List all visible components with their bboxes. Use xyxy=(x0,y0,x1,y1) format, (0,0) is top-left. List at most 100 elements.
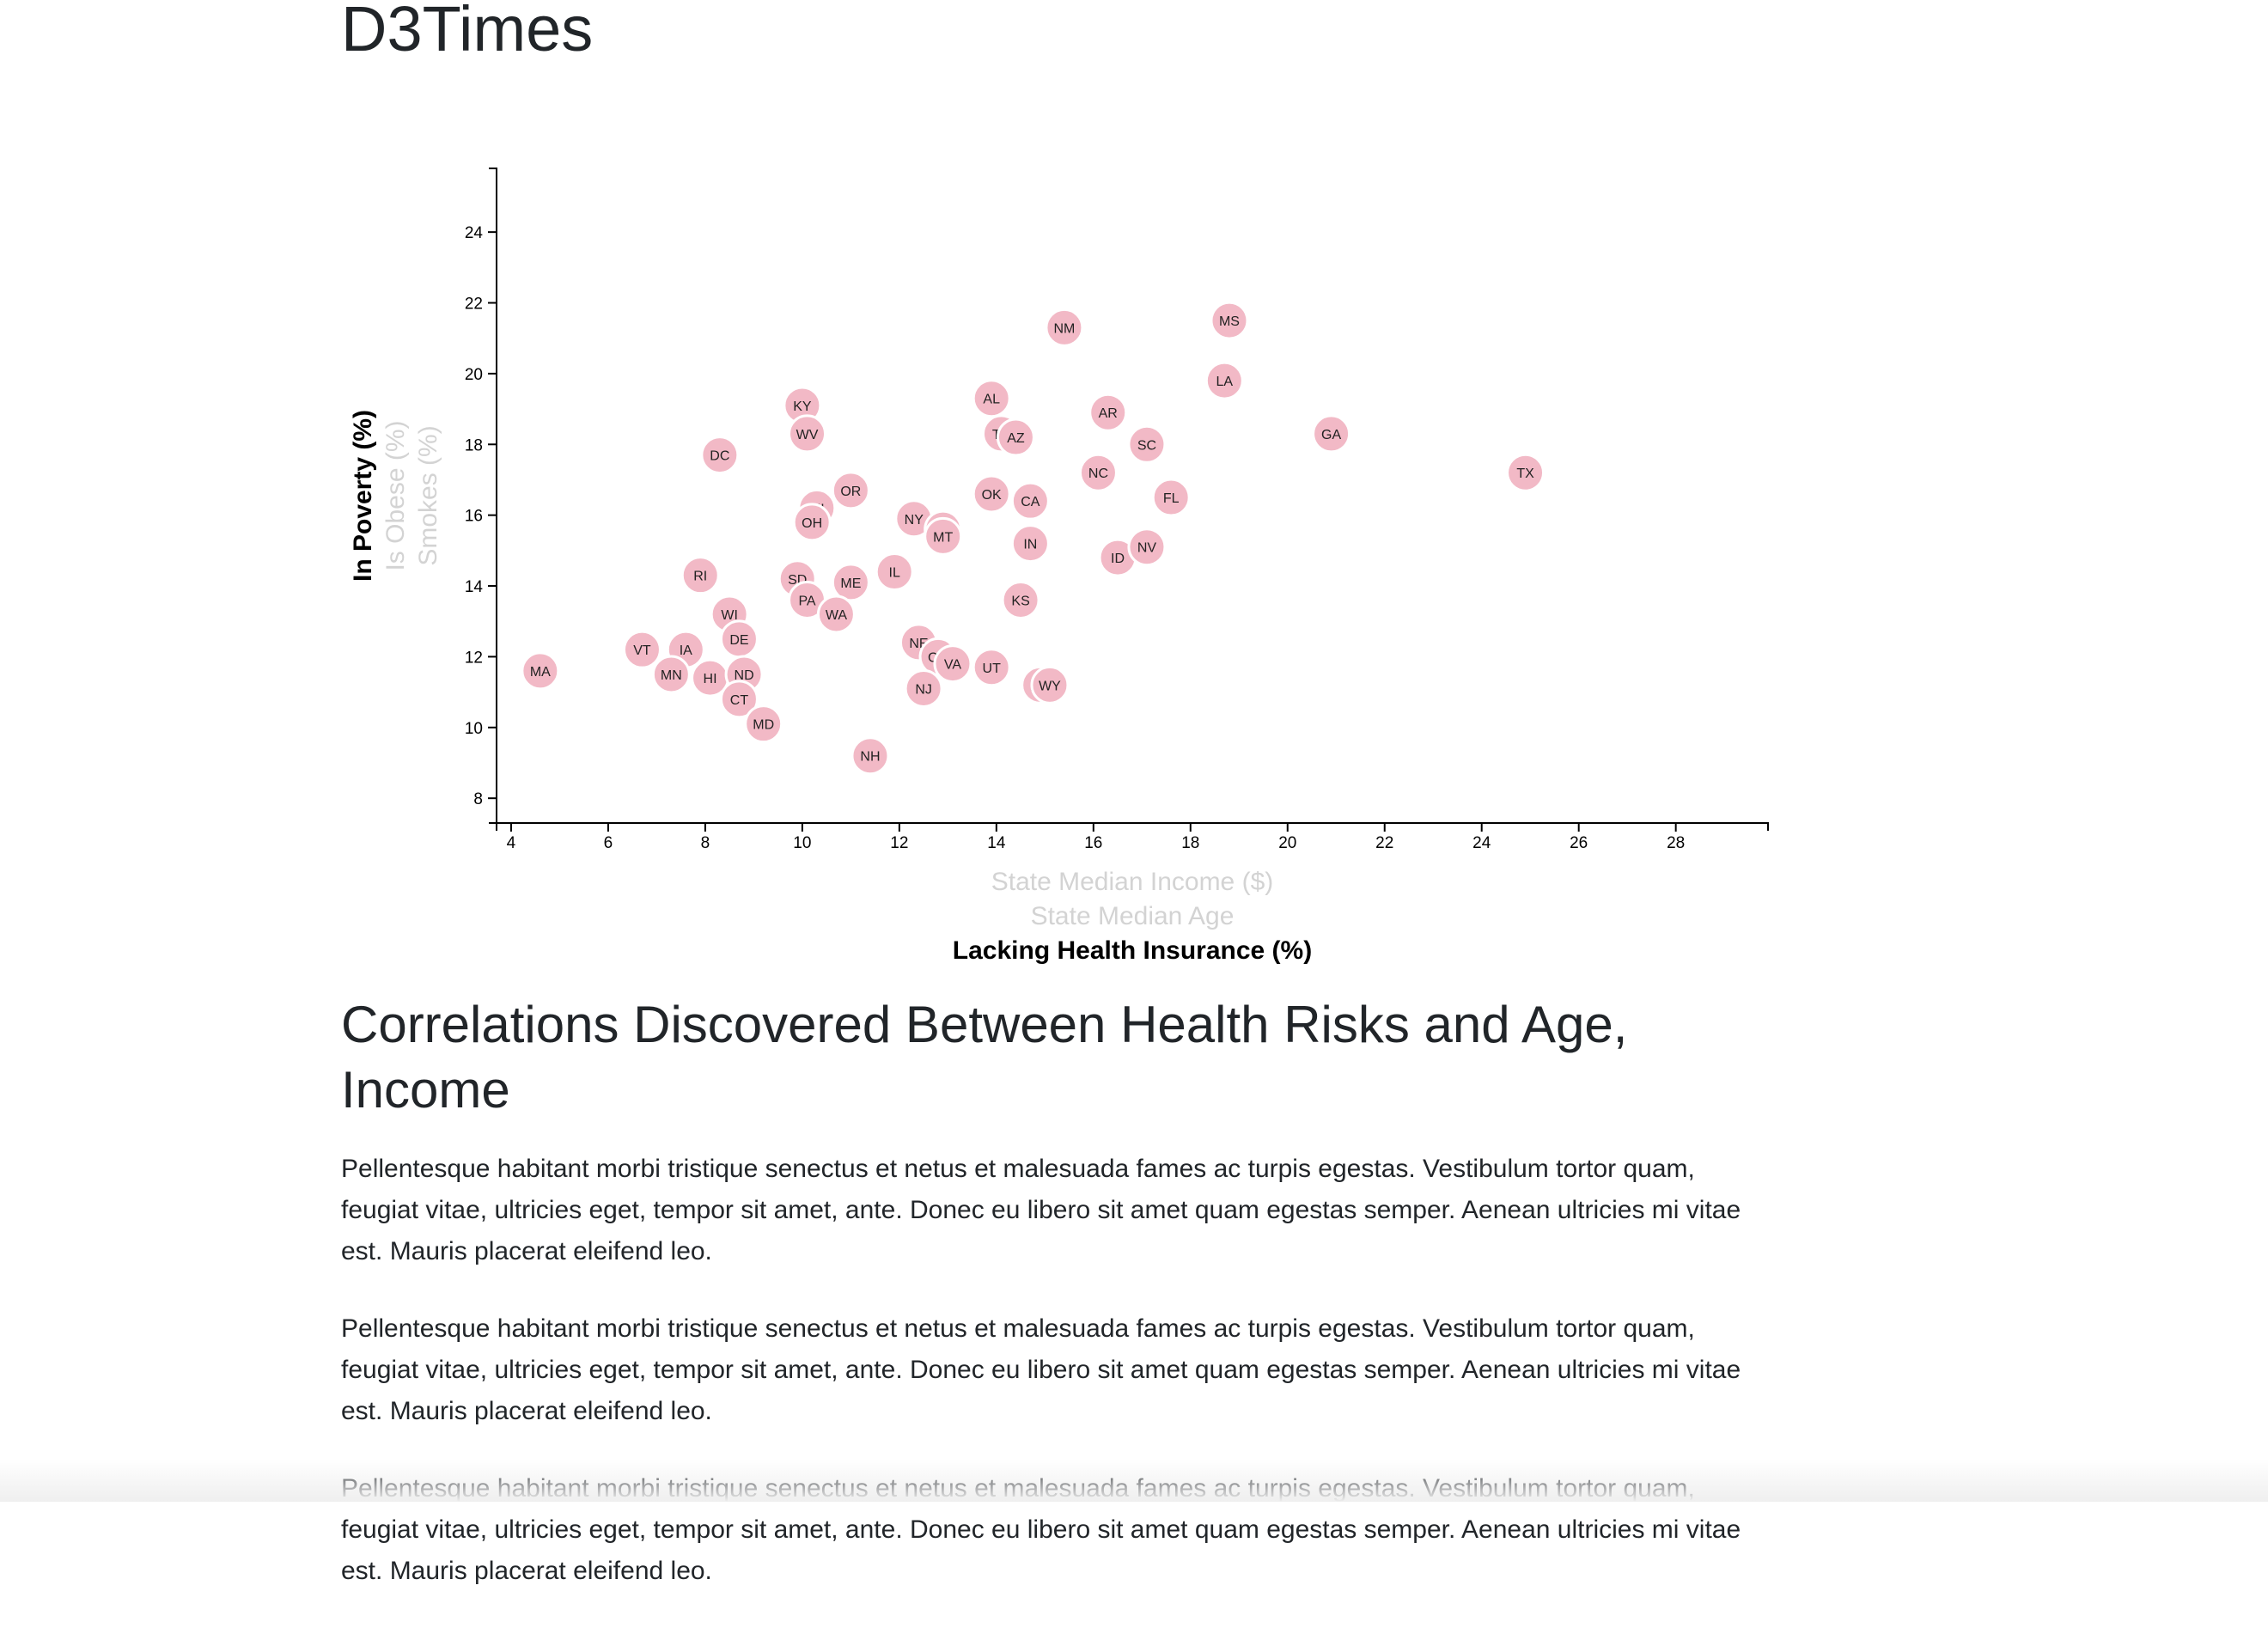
y-axis-labels: In Poverty (%) Is Obese (%) Smokes (%) xyxy=(349,410,442,582)
state-label-ia: IA xyxy=(680,643,692,658)
state-point-ga[interactable] xyxy=(1312,414,1351,454)
x-tick-label: 8 xyxy=(701,834,710,852)
state-label-id: ID xyxy=(1111,552,1125,566)
state-label-az: AZ xyxy=(1007,431,1025,446)
state-point-wv[interactable] xyxy=(788,414,827,454)
window-bottom-edge xyxy=(0,1459,2268,1502)
state-point-wy[interactable] xyxy=(1030,665,1070,704)
state-label-me: ME xyxy=(840,576,861,591)
state-point-nj[interactable] xyxy=(904,668,943,708)
state-label-sc: SC xyxy=(1137,438,1156,453)
y-axis-label-obesity[interactable]: Is Obese (%) xyxy=(381,420,410,570)
state-label-fl: FL xyxy=(1163,491,1180,506)
x-axis-label-age[interactable]: State Median Age xyxy=(1031,902,1235,930)
state-label-la: LA xyxy=(1216,375,1234,389)
state-label-hi: HI xyxy=(704,672,717,686)
state-point-va[interactable] xyxy=(933,644,972,684)
state-point-ar[interactable] xyxy=(1088,393,1128,432)
state-point-vt[interactable] xyxy=(622,630,662,669)
state-point-oh[interactable] xyxy=(792,503,832,542)
x-tick-label: 24 xyxy=(1472,834,1491,852)
state-label-ga: GA xyxy=(1321,428,1341,442)
x-axis: 4 6 8 10 12 14 16 18 20 22 24 26 28 xyxy=(496,822,1769,852)
state-point-md[interactable] xyxy=(744,704,783,744)
y-tick-label: 18 xyxy=(465,436,483,454)
state-point-nh[interactable] xyxy=(850,736,890,776)
state-label-mt: MT xyxy=(933,530,953,545)
state-point-il[interactable] xyxy=(875,552,914,592)
state-label-de: DE xyxy=(729,633,748,648)
page-title: D3Times xyxy=(341,0,594,64)
state-point-ut[interactable] xyxy=(972,648,1011,687)
data-points: MAVTIAMNHIRIDCWIDENDCTMDKYWVMIOHSDPAMEWA… xyxy=(521,301,1546,776)
state-label-nj: NJ xyxy=(915,682,932,697)
y-axis: 8 10 12 14 16 18 20 22 24 xyxy=(465,168,497,824)
state-point-dc[interactable] xyxy=(700,436,740,475)
state-point-sc[interactable] xyxy=(1127,424,1167,464)
y-tick-label: 14 xyxy=(465,578,484,596)
y-axis-label-poverty[interactable]: In Poverty (%) xyxy=(349,410,377,582)
state-point-nm[interactable] xyxy=(1045,308,1084,347)
state-point-ok[interactable] xyxy=(972,474,1011,514)
y-tick-label: 16 xyxy=(465,508,483,526)
y-axis-label-smokes[interactable]: Smokes (%) xyxy=(414,425,442,565)
state-label-or: OR xyxy=(840,485,861,499)
state-label-pa: PA xyxy=(798,594,815,609)
state-point-ri[interactable] xyxy=(680,556,720,595)
state-point-ms[interactable] xyxy=(1210,301,1249,340)
state-point-mt[interactable] xyxy=(924,516,963,556)
state-point-nc[interactable] xyxy=(1078,453,1118,492)
x-tick-label: 6 xyxy=(604,834,613,852)
state-point-nv[interactable] xyxy=(1127,527,1167,567)
x-tick-label: 18 xyxy=(1181,834,1199,852)
state-point-ks[interactable] xyxy=(1001,581,1040,620)
y-axis-line xyxy=(489,168,497,824)
state-point-tx[interactable] xyxy=(1506,453,1546,492)
state-point-mn[interactable] xyxy=(651,655,691,694)
state-label-ut: UT xyxy=(983,662,1002,676)
state-label-nc: NC xyxy=(1088,466,1108,481)
x-tick-label: 22 xyxy=(1375,834,1393,852)
state-label-md: MD xyxy=(753,718,774,733)
state-label-tx: TX xyxy=(1516,466,1534,481)
x-tick-label: 4 xyxy=(507,834,516,852)
x-axis-label-healthcare[interactable]: Lacking Health Insurance (%) xyxy=(953,936,1312,965)
state-point-ct[interactable] xyxy=(719,680,759,719)
state-label-ri: RI xyxy=(693,570,707,584)
x-tick-label: 16 xyxy=(1084,834,1102,852)
state-point-la[interactable] xyxy=(1204,361,1244,400)
state-point-az[interactable] xyxy=(996,418,1035,457)
state-point-or[interactable] xyxy=(831,471,870,510)
state-label-nd: ND xyxy=(735,668,754,683)
article-heading: Correlations Discovered Between Health R… xyxy=(341,996,1628,1119)
x-axis-labels: State Median Income ($) State Median Age… xyxy=(953,868,1312,965)
state-point-me[interactable] xyxy=(831,563,870,602)
state-point-fl[interactable] xyxy=(1151,478,1191,517)
article-paragraph-1: Pellentesque habitant morbi tristique se… xyxy=(341,1155,1741,1265)
state-label-ms: MS xyxy=(1219,314,1240,329)
state-label-wi: WI xyxy=(721,608,738,623)
x-tick-label: 14 xyxy=(987,834,1006,852)
state-label-nm: NM xyxy=(1053,321,1075,336)
state-label-ar: AR xyxy=(1099,406,1118,421)
state-label-ca: CA xyxy=(1021,495,1040,509)
x-tick-label: 10 xyxy=(793,834,811,852)
x-tick-label: 28 xyxy=(1667,834,1685,852)
x-tick-label: 20 xyxy=(1278,834,1296,852)
y-tick-label: 20 xyxy=(465,366,483,384)
state-label-ky: KY xyxy=(793,399,812,414)
y-tick-label: 22 xyxy=(465,296,483,314)
state-point-al[interactable] xyxy=(972,379,1011,418)
state-label-oh: OH xyxy=(802,516,822,531)
state-point-in[interactable] xyxy=(1010,524,1050,564)
state-point-wa[interactable] xyxy=(816,594,856,634)
article-paragraph-2: Pellentesque habitant morbi tristique se… xyxy=(341,1314,1741,1425)
state-point-ma[interactable] xyxy=(521,651,560,691)
state-label-ok: OK xyxy=(982,488,1002,503)
y-tick-label: 10 xyxy=(465,720,483,738)
x-axis-label-income[interactable]: State Median Income ($) xyxy=(991,868,1274,896)
state-point-ca[interactable] xyxy=(1010,481,1050,521)
state-label-in: IN xyxy=(1023,538,1037,552)
y-tick-label: 8 xyxy=(473,790,483,808)
x-axis-line xyxy=(496,822,1769,831)
